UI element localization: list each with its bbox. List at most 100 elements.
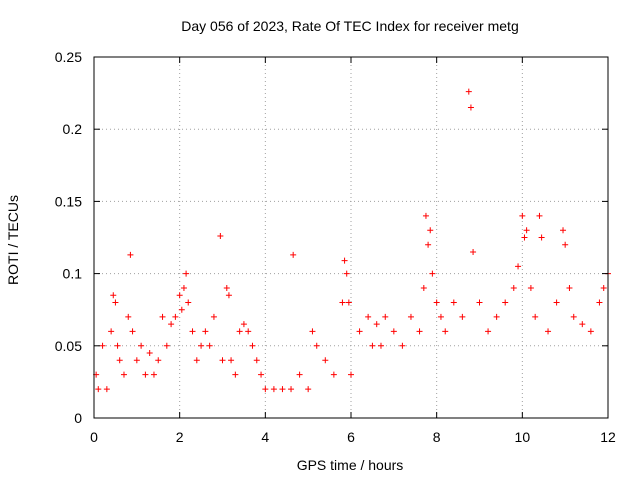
x-tick-label: 10 [515,429,531,445]
data-point [566,285,573,292]
y-tick-label: 0.1 [63,266,83,282]
x-tick-label: 2 [176,429,184,445]
x-tick-labels: 0 2 4 6 8 10 12 [90,429,616,445]
data-point [587,328,594,335]
data-point [427,227,434,234]
data-point [219,357,226,364]
data-point [345,299,352,306]
data-point [202,328,209,335]
y-tick-label: 0.25 [55,49,82,65]
data-point [538,234,545,241]
x-tick-label: 4 [261,429,269,445]
data-point [236,328,243,335]
data-point [150,371,157,378]
data-point [253,357,260,364]
data-point [322,357,329,364]
data-point [521,234,528,241]
data-point [425,241,432,248]
data-point [305,386,312,393]
data-point [142,371,149,378]
data-point [309,328,316,335]
data-point [270,386,277,393]
data-point [99,342,106,349]
data-point [114,342,121,349]
axis-ticks [93,56,609,419]
data-point [465,88,472,95]
data-point [313,342,320,349]
x-tick-label: 6 [347,429,355,445]
data-point [95,386,102,393]
x-tick-label: 0 [90,429,98,445]
data-point [193,357,200,364]
data-point [228,357,235,364]
data-point [467,104,474,111]
y-axis-label: ROTI / TECUs [5,195,21,285]
data-point [155,357,162,364]
data-point [493,313,500,320]
y-tick-label: 0 [74,410,82,426]
data-point [390,328,397,335]
data-point [429,270,436,277]
data-point [407,313,414,320]
data-point [108,328,115,335]
data-point [459,313,466,320]
data-point [339,299,346,306]
data-point [532,313,539,320]
data-point [279,386,286,393]
data-point [485,328,492,335]
data-point [120,371,127,378]
data-point [553,299,560,306]
data-point [240,321,247,328]
data-point [341,257,348,264]
data-point [176,292,183,299]
data-point [470,248,477,255]
data-point [399,342,406,349]
data-point [172,313,179,320]
data-point [198,342,205,349]
data-point [245,328,252,335]
data-point [223,285,230,292]
data-point [110,292,117,299]
data-point [146,350,153,357]
grid-lines [94,57,608,418]
data-point [249,342,256,349]
data-point [545,328,552,335]
data-point [476,299,483,306]
data-point [125,313,132,320]
data-point [579,321,586,328]
data-point [348,371,354,378]
data-point [570,313,577,320]
data-point [502,299,509,306]
data-point [437,313,444,320]
data-point [116,357,123,364]
data-point [442,328,449,335]
data-point [180,285,187,292]
data-point [416,328,423,335]
data-point [343,270,350,277]
data-point [536,212,543,219]
data-point [206,342,213,349]
data-point [519,212,526,219]
data-point [262,386,269,393]
data-point [138,342,145,349]
data-point [433,299,440,306]
data-point [515,263,522,270]
data-point [232,371,239,378]
x-tick-label: 8 [433,429,441,445]
y-tick-label: 0.2 [63,121,83,137]
data-point [185,299,192,306]
data-point [596,299,603,306]
data-point [296,371,303,378]
data-points [93,88,611,393]
data-point [373,321,380,328]
x-axis-label: GPS time / hours [297,457,404,473]
data-point [510,285,517,292]
y-tick-label: 0.05 [55,338,82,354]
data-point [330,371,337,378]
data-point [163,342,170,349]
data-point [523,227,530,234]
data-point [217,233,224,240]
data-point [168,321,175,328]
data-point [129,328,136,335]
